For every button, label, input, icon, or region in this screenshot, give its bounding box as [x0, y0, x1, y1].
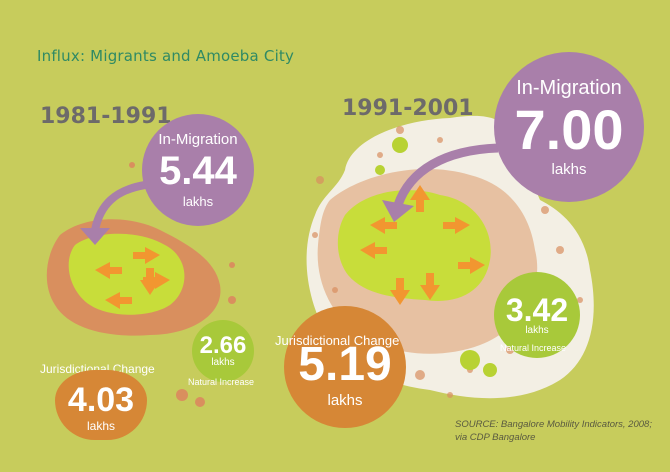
source-line-1: SOURCE: Bangalore Mobility Indicators, 2…	[455, 419, 652, 430]
left-map-arrows	[95, 247, 170, 309]
left-in-migration-label: In-Migration	[158, 131, 238, 148]
right-in-migration-label: In-Migration	[516, 76, 622, 99]
left-in-migration-arrow	[91, 181, 146, 231]
left-jurisdictional-circle: 4.03 lakhs	[55, 370, 147, 440]
right-jurisdictional-unit: lakhs	[327, 391, 363, 409]
right-natural-increase-unit: lakhs	[525, 325, 549, 336]
source-line-2: via CDP Bangalore	[455, 431, 536, 443]
right-map-core	[337, 190, 491, 301]
right-jurisdictional-value: 5.19	[298, 337, 392, 391]
left-natural-increase-label: Natural Increase	[188, 377, 255, 387]
left-jurisdictional-value: 4.03	[67, 380, 135, 419]
left-jurisdictional-unit: lakhs	[86, 418, 115, 433]
right-in-migration-arrowhead	[382, 200, 414, 222]
left-natural-increase-value: 2.66	[199, 332, 247, 359]
right-in-migration-unit: lakhs	[551, 160, 587, 178]
left-period: 1981-1991	[40, 104, 172, 129]
right-natural-increase-value: 3.42	[505, 292, 569, 328]
page-title: Influx: Migrants and Amoeba City	[37, 47, 295, 65]
right-natural-increase-circle: 3.42 lakhs	[494, 272, 580, 358]
source-note: SOURCE: Bangalore Mobility Indicators, 2…	[455, 419, 652, 445]
right-in-migration-arrow	[393, 143, 499, 207]
left-jurisdictional-label: Jurisdictional Change	[40, 362, 155, 376]
right-in-migration-circle: In-Migration 7.00 lakhs	[494, 52, 644, 202]
left-in-migration-circle: In-Migration 5.44 lakhs	[142, 114, 254, 226]
right-in-migration-value: 7.00	[514, 97, 624, 161]
left-natural-increase-unit: lakhs	[211, 357, 235, 368]
right-period: 1991-2001	[342, 96, 474, 121]
right-map-arrows	[360, 185, 485, 305]
left-natural-increase-circle: 2.66 lakhs	[192, 320, 254, 382]
right-jurisdictional-label: Jurisdictional Change	[275, 333, 400, 348]
left-map-speckles	[129, 162, 236, 407]
right-jurisdictional-circle: 5.19 lakhs	[284, 306, 406, 428]
left-in-migration-unit: lakhs	[182, 194, 214, 209]
left-in-migration-arrowhead	[80, 228, 110, 245]
right-map-green-patches	[375, 137, 497, 377]
left-in-migration-value: 5.44	[159, 149, 237, 193]
right-natural-increase-label: Natural Increase	[500, 343, 567, 353]
